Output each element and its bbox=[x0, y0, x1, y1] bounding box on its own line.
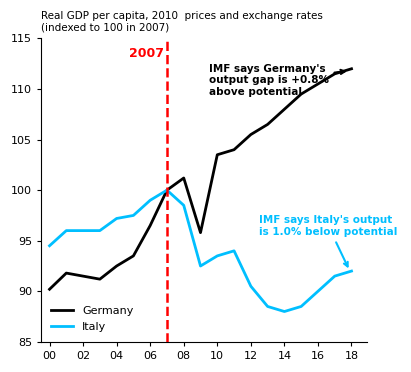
Text: Real GDP per capita, 2010  prices and exchange rates
(indexed to 100 in 2007): Real GDP per capita, 2010 prices and exc… bbox=[41, 11, 323, 32]
Text: IMF says Germany's
output gap is +0.8%
above potential: IMF says Germany's output gap is +0.8% a… bbox=[209, 64, 345, 97]
Legend: Germany, Italy: Germany, Italy bbox=[47, 302, 138, 336]
Text: 2007: 2007 bbox=[129, 47, 164, 60]
Text: IMF says Italy's output
is 1.0% below potential: IMF says Italy's output is 1.0% below po… bbox=[259, 215, 397, 266]
